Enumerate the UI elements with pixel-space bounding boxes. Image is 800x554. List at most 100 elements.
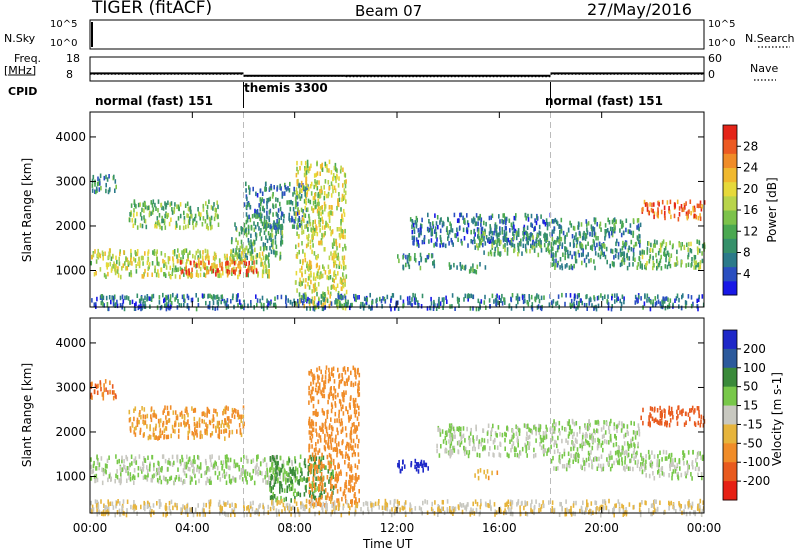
scatter-cell-0	[144, 251, 146, 256]
scatter-cell-0	[205, 470, 208, 475]
scatter-cell-3	[319, 460, 322, 465]
scatter-cell-0	[101, 480, 104, 486]
scatter-cell-9	[498, 241, 501, 246]
scatter-cell-8	[617, 423, 620, 428]
scatter-cell-11	[576, 239, 579, 245]
scatter-cell-4	[214, 207, 216, 212]
scatter-cell-0	[151, 261, 154, 266]
scatter-cell-6	[320, 274, 323, 279]
scatter-cell-1	[101, 392, 104, 397]
scatter-cell-2	[178, 428, 180, 434]
scatter-cell-8	[451, 240, 453, 245]
scatter-cell-8	[419, 229, 422, 235]
scatter-cell-14	[220, 294, 223, 300]
scatter-cell-4	[355, 479, 357, 484]
scatter-cell-14	[212, 300, 215, 305]
scatter-cell-3	[312, 468, 315, 473]
scatter-cell-4	[329, 477, 332, 483]
scatter-cell-6	[308, 273, 310, 279]
scatter-cell-3	[310, 469, 313, 474]
scatter-cell-6	[314, 199, 317, 204]
scatter-cell-6	[299, 166, 301, 171]
scatter-cell-0	[90, 476, 93, 481]
scatter-cell-11	[585, 262, 588, 268]
scatter-cell-11	[608, 231, 610, 237]
scatter-cell-14	[590, 297, 592, 303]
scatter-cell-0	[197, 454, 199, 460]
scatter-cell-6	[315, 286, 318, 292]
scatter-cell-8	[528, 236, 531, 241]
scatter-cell-0	[226, 454, 228, 460]
scatter-cell-9	[499, 252, 501, 257]
scatter-cell-4	[331, 484, 334, 489]
scatter-cell-0	[173, 251, 176, 257]
scatter-cell-6	[295, 211, 297, 217]
scatter-cell-1	[225, 261, 227, 266]
scatter-cell-6	[324, 179, 327, 184]
scatter-cell-1	[186, 271, 189, 276]
scatter-cell-5	[293, 219, 295, 224]
scatter-cell-14	[402, 303, 404, 309]
scatter-cell-11	[606, 228, 609, 233]
scatter-cell-0	[93, 460, 95, 466]
scatter-cell-4	[167, 212, 170, 218]
scatter-cell-14	[640, 296, 642, 301]
scatter-cell-11	[615, 248, 618, 254]
scatter-cell-14	[195, 306, 198, 312]
scatter-cell-0	[259, 470, 261, 476]
scatter-cell-0	[136, 249, 139, 254]
scatter-cell-14	[365, 297, 368, 303]
scatter-cell-4	[337, 367, 339, 373]
scatter-cell-6	[308, 219, 311, 224]
scatter-cell-8	[472, 219, 474, 225]
scatter-cell-6	[436, 443, 438, 449]
scatter-cell-11	[610, 248, 613, 254]
scatter-cell-3	[330, 461, 332, 467]
scatter-cell-0	[142, 274, 145, 279]
scatter-cell-13	[696, 246, 699, 251]
scatter-cell-0	[211, 263, 213, 268]
scatter-cell-12	[664, 215, 666, 221]
scatter-cell-9	[512, 231, 514, 236]
scatter-cell-4	[348, 418, 350, 423]
scatter-cell-6	[445, 448, 447, 453]
scatter-cell-6	[320, 188, 323, 194]
scatter-cell-13	[660, 243, 663, 248]
scatter-cell-14	[243, 305, 245, 311]
scatter-cell-3	[109, 187, 111, 192]
scatter-cell-6	[309, 265, 311, 271]
scatter-cell-6	[308, 213, 310, 219]
scatter-cell-4	[320, 391, 323, 396]
scatter-cell-6	[308, 216, 311, 221]
scatter-cell-13	[643, 250, 645, 255]
scatter-cell-8	[513, 215, 516, 221]
scatter-cell-6	[504, 446, 506, 451]
scatter-cell-5	[286, 200, 288, 205]
scatter-cell-6	[330, 284, 333, 290]
scatter-cell-5	[248, 190, 251, 195]
scatter-cell-3	[312, 456, 315, 462]
scatter-cell-8	[483, 220, 485, 226]
scatter-cell-6	[545, 430, 547, 436]
scatter-cell-3	[305, 478, 308, 483]
scatter-cell-1	[231, 259, 234, 264]
scatter-cell-4	[313, 457, 316, 462]
scatter-cell-0	[120, 472, 122, 477]
scatter-cell-5	[258, 203, 260, 208]
scatter-cell-7	[432, 261, 434, 266]
scatter-cell-4	[346, 441, 348, 447]
scatter-cell-4	[340, 379, 343, 384]
scatter-cell-4	[358, 411, 360, 417]
scatter-cell-11	[598, 224, 601, 229]
scatter-cell-4	[215, 208, 217, 213]
scatter-cell-6	[513, 446, 516, 451]
scatter-cell-0	[220, 273, 222, 278]
scatter-cell-14	[441, 297, 444, 302]
scatter-cell-6	[510, 437, 513, 442]
scatter-cell-4	[326, 475, 329, 480]
scatter-cell-2	[158, 435, 160, 440]
scatter-cell-3	[274, 479, 277, 484]
scatter-cell-4	[134, 220, 136, 226]
scatter-cell-11	[592, 238, 595, 244]
scatter-cell-5	[245, 188, 247, 193]
